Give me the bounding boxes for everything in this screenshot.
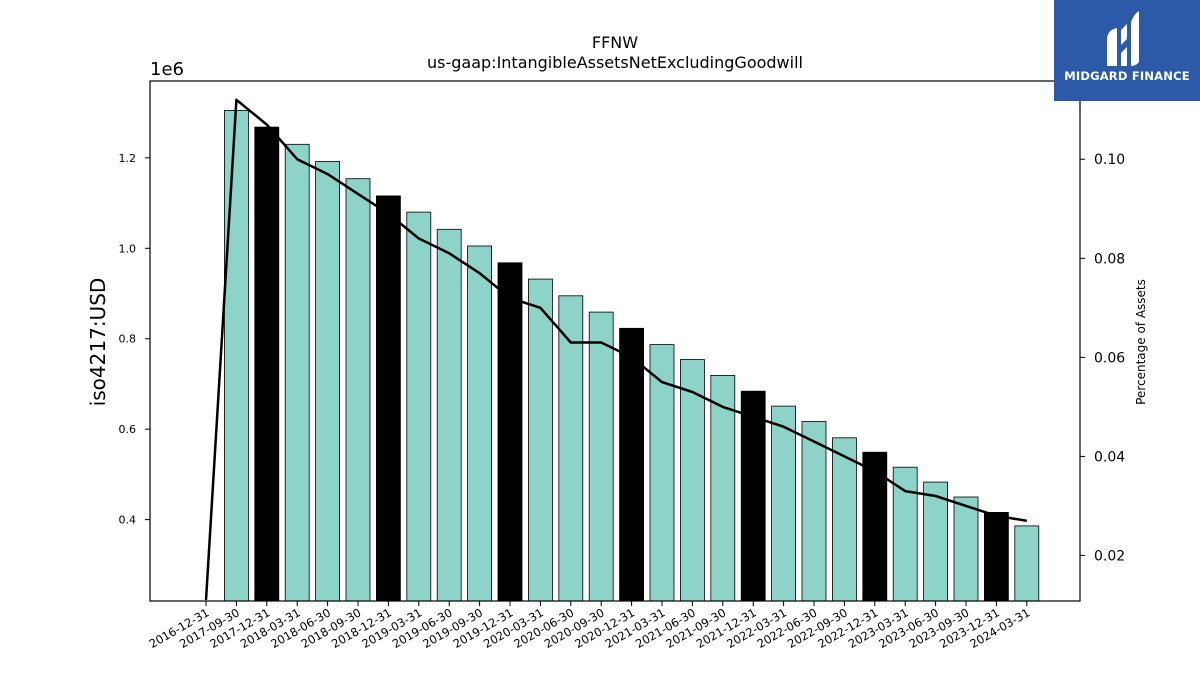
y2-tick-label: 0.08 bbox=[1094, 251, 1125, 267]
bar-2021-06-30 bbox=[680, 359, 705, 602]
bar-2022-03-31 bbox=[771, 405, 796, 602]
line-series bbox=[204, 98, 1028, 601]
bar-2021-09-30 bbox=[710, 374, 736, 602]
bar-2019-12-31 bbox=[497, 262, 523, 602]
bar-2020-06-30 bbox=[558, 295, 584, 602]
bar-2023-03-31 bbox=[892, 466, 918, 602]
y-axis-offset-label: 1e6 bbox=[150, 59, 184, 80]
y2-tick-label: 0.10 bbox=[1094, 152, 1125, 168]
bar-2022-09-30 bbox=[832, 437, 857, 602]
bar-2018-06-30 bbox=[315, 161, 341, 602]
bar-2019-06-30 bbox=[436, 228, 462, 602]
logo-text: MIDGARD FINANCE bbox=[1064, 69, 1190, 83]
bar-2020-12-31 bbox=[619, 327, 644, 602]
bar-2020-03-31 bbox=[528, 278, 553, 602]
y-axis-label: iso4217:USD bbox=[86, 278, 110, 407]
y-tick-label: 1.0 bbox=[119, 242, 137, 255]
bar-2019-03-31 bbox=[406, 211, 432, 602]
bar-2023-12-31 bbox=[984, 512, 1009, 602]
y2-axis-label: Percentage of Assets bbox=[1134, 279, 1148, 405]
y-tick-label: 1.2 bbox=[119, 152, 137, 165]
bar-2022-12-31 bbox=[862, 451, 888, 602]
bar-2021-12-31 bbox=[740, 390, 766, 602]
midgard-finance-logo: MIDGARD FINANCE bbox=[1054, 0, 1200, 101]
bar-2018-12-31 bbox=[375, 195, 401, 602]
bar-series bbox=[223, 110, 1040, 602]
bar-2023-09-30 bbox=[953, 496, 979, 602]
bar-2024-03-31 bbox=[1014, 525, 1040, 602]
plot-frame bbox=[149, 80, 1081, 602]
y-tick-label: 0.6 bbox=[119, 423, 137, 436]
y-tick-label: 0.8 bbox=[119, 333, 137, 346]
bar-2019-09-30 bbox=[467, 245, 493, 602]
bar-2018-03-31 bbox=[284, 143, 310, 602]
chart-subtitle: us-gaap:IntangibleAssetsNetExcludingGood… bbox=[427, 53, 803, 72]
y2-tick-label: 0.04 bbox=[1094, 449, 1125, 465]
bar-2021-03-31 bbox=[649, 344, 675, 602]
chart-title: FFNW bbox=[592, 33, 638, 52]
bar-2020-09-30 bbox=[588, 311, 614, 602]
bar-2018-09-30 bbox=[345, 178, 371, 602]
y2-tick-label: 0.06 bbox=[1094, 350, 1125, 366]
y2-tick-label: 0.02 bbox=[1094, 548, 1125, 564]
midgard-logo-icon bbox=[1107, 11, 1139, 66]
line-percentage-of-assets bbox=[204, 98, 1028, 601]
bar-2017-09-30 bbox=[223, 110, 249, 602]
bar-2022-06-30 bbox=[801, 421, 827, 602]
bar-2017-12-31 bbox=[254, 126, 280, 602]
y-tick-label: 0.4 bbox=[119, 514, 137, 527]
